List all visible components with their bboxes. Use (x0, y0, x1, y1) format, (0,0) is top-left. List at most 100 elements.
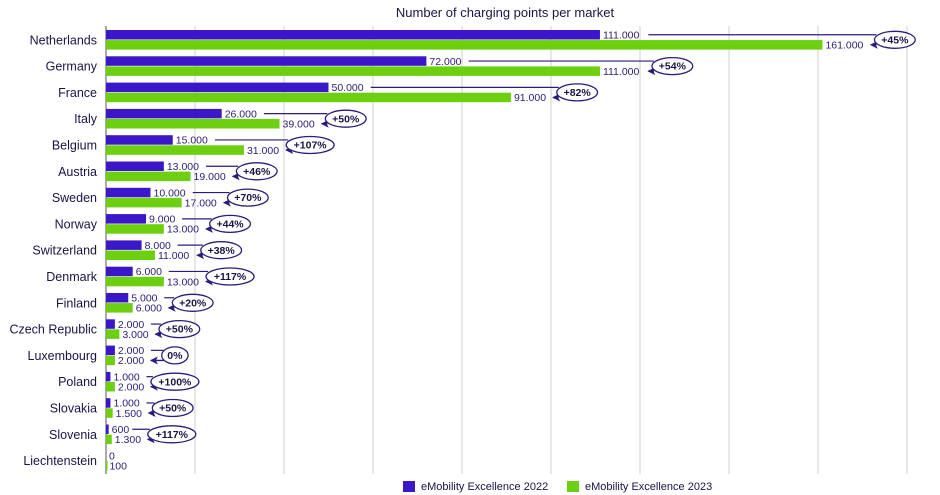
bar-2022 (106, 30, 600, 40)
bar-2022 (106, 108, 222, 119)
bar-2022 (106, 319, 115, 329)
data-label-2022: 15.000 (176, 135, 208, 147)
legend-swatch-2022 (403, 481, 415, 492)
growth-badge (226, 188, 269, 207)
bar-2023 (106, 460, 108, 471)
bar-2022 (106, 266, 133, 277)
bar-2023 (106, 119, 280, 129)
growth-badge (171, 293, 214, 312)
data-label-2022: 9.000 (149, 214, 175, 226)
category-label: Poland (58, 375, 97, 389)
data-label-2023: 100 (109, 460, 127, 472)
growth-badge (651, 56, 694, 76)
data-label-2023: 13.000 (167, 224, 199, 236)
data-label-2022: 10.000 (154, 187, 186, 199)
growth-badge (151, 398, 194, 418)
growth-label: +100% (158, 376, 192, 388)
growth-badge (556, 83, 599, 102)
growth-label: +46% (243, 166, 271, 178)
bar-2022 (106, 214, 147, 224)
category-label: Denmark (46, 270, 97, 284)
growth-label: 0% (167, 350, 183, 362)
data-label-2022: 6.000 (136, 266, 162, 278)
data-label-2022: 2.000 (118, 345, 144, 357)
data-label-2023: 1.500 (116, 408, 142, 420)
data-label-2022: 72.000 (429, 56, 461, 68)
data-label-2023: 39.000 (283, 119, 315, 131)
growth-label: +50% (159, 403, 187, 415)
growth-label: +38% (208, 245, 236, 257)
data-label-2023: 17.000 (185, 197, 217, 209)
growth-label: +82% (564, 87, 592, 99)
bar-2022 (106, 82, 329, 93)
category-label: Liechtenstein (23, 454, 97, 468)
bars-layer (106, 30, 823, 471)
category-label: Belgium (52, 139, 97, 153)
data-label-2023: 2.000 (118, 355, 144, 367)
data-label-2022: 1.000 (113, 398, 139, 410)
data-label-2022: 50.000 (332, 82, 364, 94)
legend-label-2023: eMobility Excellence 2023 (585, 481, 712, 493)
growth-label: +54% (659, 61, 687, 73)
bar-2022 (106, 293, 129, 303)
growth-label: +117% (156, 429, 189, 441)
bar-2022 (106, 187, 151, 198)
bar-2022 (106, 345, 115, 356)
bar-2023 (106, 40, 823, 50)
bar-2023 (106, 382, 115, 392)
data-label-2022: 0 (109, 450, 115, 462)
data-label-2022: 1.000 (113, 371, 139, 383)
bar-2023 (106, 66, 600, 76)
growth-badge (324, 109, 367, 128)
bar-2023 (106, 408, 113, 418)
data-label-2023: 6.000 (136, 303, 162, 315)
bar-2022 (106, 398, 111, 408)
growth-badge (235, 162, 278, 181)
category-label: Luxembourg (28, 349, 98, 363)
growth-badge (158, 319, 201, 339)
data-label-2023: 111.000 (603, 66, 640, 78)
bar-2022 (106, 135, 173, 145)
bar-2023 (106, 329, 120, 339)
bar-2022 (106, 424, 109, 434)
data-label-2022: 26.000 (225, 108, 257, 120)
bar-2023 (106, 355, 115, 366)
bar-2022 (106, 371, 111, 382)
growth-badge (150, 372, 200, 391)
growth-label: +50% (166, 324, 194, 336)
data-label-2022: 5.000 (131, 293, 157, 305)
bar-2023 (106, 303, 133, 313)
growth-label: +50% (332, 113, 360, 125)
category-label: Switzerland (32, 244, 97, 258)
growth-badge (200, 241, 243, 260)
legend: eMobility Excellence 2022 eMobility Exce… (403, 481, 712, 493)
bar-2023 (106, 92, 511, 103)
data-label-2022: 600 (112, 424, 130, 436)
category-label: France (58, 86, 97, 100)
growth-label: +45% (881, 34, 909, 46)
growth-badge (209, 214, 252, 234)
chart-title: Number of charging points per market (396, 5, 615, 20)
growth-label: +20% (179, 297, 207, 309)
category-label: Austria (58, 165, 97, 179)
category-label: Norway (55, 217, 98, 231)
growth-badge (873, 30, 916, 49)
bar-2023 (106, 171, 191, 182)
data-label-2022: 8.000 (145, 240, 171, 252)
growth-badge (147, 425, 197, 444)
growth-label: +70% (234, 192, 262, 204)
data-label-2023: 91.000 (514, 92, 546, 104)
category-label: Czech Republic (9, 323, 97, 337)
bar-2023 (106, 145, 244, 155)
category-label: Slovakia (50, 402, 97, 416)
bar-2023 (106, 434, 112, 445)
growth-badge (285, 135, 335, 155)
category-label: Italy (74, 112, 98, 126)
bar-2023 (106, 250, 155, 260)
data-label-2022: 13.000 (167, 161, 199, 173)
data-label-2023: 3.000 (122, 329, 148, 341)
growth-label: +117% (214, 271, 247, 283)
category-label: Germany (46, 60, 98, 74)
data-label-2023: 2.000 (118, 382, 144, 394)
